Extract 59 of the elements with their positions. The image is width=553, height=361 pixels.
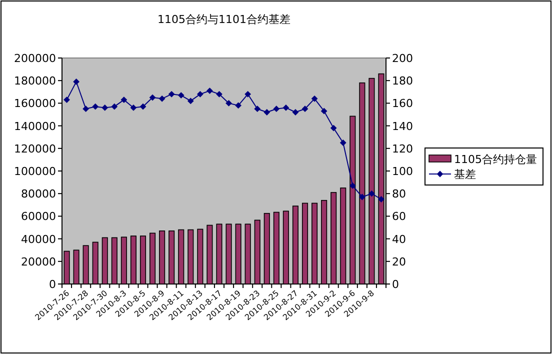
y-tick-label: 40000 — [21, 232, 56, 246]
point — [330, 124, 337, 132]
point — [273, 106, 280, 112]
point — [102, 104, 108, 111]
legend-label: 1105合约持仓量 — [454, 153, 537, 166]
point — [368, 190, 375, 197]
point — [120, 96, 128, 104]
y-tick-label: 140000 — [14, 120, 56, 133]
point — [302, 106, 308, 112]
point — [311, 95, 318, 102]
y-tick-label: 20000 — [21, 255, 56, 268]
point — [130, 104, 137, 111]
point — [158, 95, 166, 102]
point — [349, 182, 356, 189]
point — [254, 106, 261, 112]
point — [378, 196, 384, 202]
point — [282, 104, 290, 111]
y-tick-label: 60000 — [21, 210, 56, 224]
point — [244, 90, 252, 98]
y-tick-label: 0 — [49, 278, 56, 291]
y-tick-label: 160000 — [14, 97, 56, 110]
y2-tick-label: 0 — [392, 278, 399, 291]
y-tick-label: 80000 — [21, 188, 56, 201]
y2-tick-label: 80 — [392, 188, 406, 201]
point — [64, 96, 70, 104]
y-tick-label: 100000 — [14, 165, 56, 178]
y2-tick-label: 180 — [392, 74, 413, 88]
legend-label: 基差 — [454, 168, 476, 181]
point — [73, 78, 80, 85]
y2-tick-label: 160 — [392, 97, 413, 110]
point — [292, 109, 299, 116]
point — [140, 103, 146, 110]
point — [216, 90, 222, 98]
y2-tick-label: 120 — [392, 142, 413, 156]
y-tick-label: 120000 — [14, 142, 56, 156]
point — [196, 90, 204, 98]
point — [264, 109, 270, 116]
chart-title: 1105合约与1101合约基差 — [158, 13, 290, 26]
y2-tick-label: 20 — [392, 255, 406, 268]
y2-tick-label: 140 — [392, 120, 413, 133]
point — [111, 103, 118, 110]
point — [178, 92, 184, 98]
point — [206, 88, 213, 94]
point — [340, 140, 346, 146]
y2-tick-label: 100 — [392, 165, 413, 178]
point — [358, 194, 366, 200]
point — [82, 106, 90, 112]
y-tick-label: 200000 — [14, 52, 56, 65]
y2-tick-label: 40 — [392, 232, 406, 246]
point — [168, 90, 175, 98]
y-tick-label: 180000 — [14, 74, 56, 88]
point — [149, 94, 156, 101]
point — [187, 98, 194, 104]
y2-tick-label: 200 — [392, 52, 413, 65]
point — [226, 100, 232, 106]
point — [92, 103, 99, 110]
point — [320, 108, 328, 114]
y2-tick-label: 60 — [392, 210, 406, 224]
point — [235, 102, 242, 109]
